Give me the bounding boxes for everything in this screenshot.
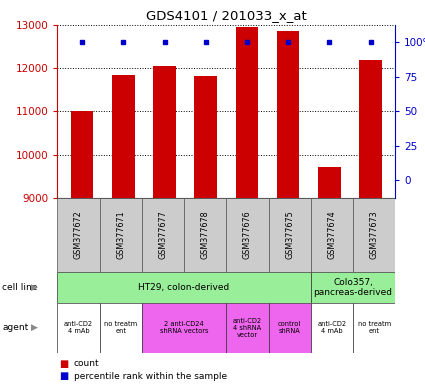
Text: GSM377674: GSM377674: [327, 210, 337, 259]
Title: GDS4101 / 201033_x_at: GDS4101 / 201033_x_at: [146, 9, 307, 22]
Text: 2 anti-CD24
shRNA vectors: 2 anti-CD24 shRNA vectors: [160, 321, 208, 334]
Text: no treatm
ent: no treatm ent: [104, 321, 137, 334]
Bar: [277, 31, 300, 198]
Bar: [311, 198, 353, 272]
Text: agent: agent: [2, 323, 28, 332]
Bar: [226, 198, 269, 272]
Bar: [353, 303, 395, 353]
Text: count: count: [74, 359, 99, 368]
Bar: [153, 66, 176, 198]
Bar: [353, 198, 395, 272]
Text: cell line: cell line: [2, 283, 37, 292]
Text: GSM377672: GSM377672: [74, 210, 83, 259]
Bar: [142, 198, 184, 272]
Text: no treatm
ent: no treatm ent: [357, 321, 391, 334]
Bar: [57, 198, 99, 272]
Text: ▶: ▶: [31, 283, 37, 292]
Bar: [194, 76, 217, 198]
Bar: [184, 198, 226, 272]
Text: control
shRNA: control shRNA: [278, 321, 301, 334]
Text: ■: ■: [60, 371, 69, 381]
Bar: [318, 167, 341, 198]
Text: Colo357,
pancreas-derived: Colo357, pancreas-derived: [314, 278, 393, 297]
Bar: [269, 198, 311, 272]
Bar: [142, 303, 226, 353]
Text: anti-CD2
4 mAb: anti-CD2 4 mAb: [64, 321, 93, 334]
Bar: [359, 60, 382, 198]
Text: GSM377677: GSM377677: [159, 210, 167, 259]
Bar: [112, 74, 135, 198]
Text: GSM377675: GSM377675: [285, 210, 294, 259]
Bar: [311, 272, 395, 303]
Bar: [99, 198, 142, 272]
Text: anti-CD2
4 shRNA
vector: anti-CD2 4 shRNA vector: [233, 318, 262, 338]
Text: GSM377678: GSM377678: [201, 210, 210, 259]
Bar: [311, 303, 353, 353]
Bar: [71, 111, 94, 198]
Text: ▶: ▶: [31, 323, 37, 332]
Text: GSM377676: GSM377676: [243, 210, 252, 259]
Text: anti-CD2
4 mAb: anti-CD2 4 mAb: [317, 321, 346, 334]
Bar: [269, 303, 311, 353]
Bar: [99, 303, 142, 353]
Bar: [57, 272, 311, 303]
Text: GSM377673: GSM377673: [370, 210, 379, 259]
Text: HT29, colon-derived: HT29, colon-derived: [139, 283, 230, 292]
Text: GSM377671: GSM377671: [116, 210, 125, 259]
Text: percentile rank within the sample: percentile rank within the sample: [74, 372, 227, 381]
Bar: [226, 303, 269, 353]
Text: ■: ■: [60, 359, 69, 369]
Bar: [57, 303, 99, 353]
Bar: [235, 27, 258, 198]
